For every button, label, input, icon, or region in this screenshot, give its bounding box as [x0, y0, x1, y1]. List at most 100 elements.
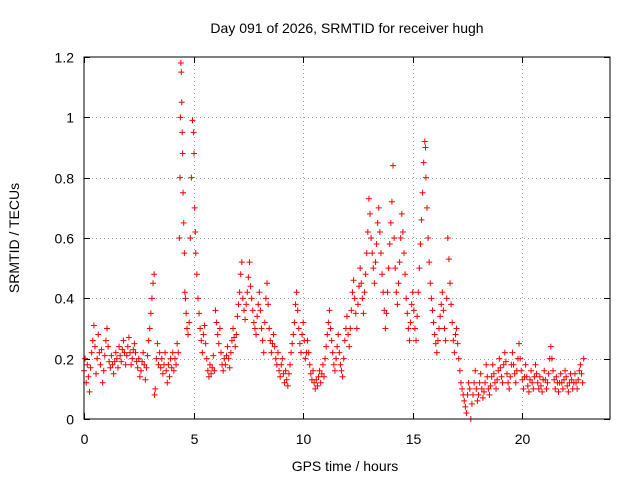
data-point	[421, 138, 428, 145]
data-point	[231, 334, 238, 341]
data-point	[475, 391, 482, 398]
data-point	[452, 331, 459, 338]
data-point	[289, 340, 296, 347]
data-point	[408, 301, 415, 308]
data-point	[312, 385, 319, 392]
y-tick-label: 1	[66, 110, 74, 126]
data-point	[444, 235, 451, 241]
data-point	[177, 114, 184, 121]
data-point	[374, 219, 381, 226]
x-tick-label: 20	[515, 431, 531, 447]
data-point	[370, 265, 377, 272]
data-point	[320, 373, 327, 380]
data-point	[470, 391, 477, 398]
data-point	[479, 394, 486, 401]
data-point	[177, 60, 184, 67]
data-point	[113, 355, 120, 362]
data-point	[575, 376, 582, 383]
data-point	[352, 310, 359, 317]
x-tick-label: 10	[296, 431, 312, 447]
data-point	[257, 307, 264, 314]
data-point	[562, 367, 569, 374]
data-point	[158, 355, 165, 362]
data-point	[472, 367, 479, 374]
data-point	[369, 250, 376, 257]
data-point	[91, 343, 98, 350]
data-point	[199, 349, 206, 356]
data-point	[168, 364, 175, 371]
data-point	[181, 289, 188, 296]
data-point	[373, 241, 380, 248]
data-point	[573, 379, 580, 386]
data-point	[375, 204, 382, 211]
data-point	[416, 265, 423, 272]
data-point	[193, 271, 200, 278]
data-point	[244, 289, 251, 296]
data-point	[184, 325, 191, 332]
data-point	[135, 355, 142, 362]
data-point	[169, 349, 176, 356]
data-point	[359, 295, 366, 302]
data-point	[98, 346, 105, 353]
data-point	[553, 373, 560, 380]
data-point	[534, 379, 541, 386]
data-point	[563, 373, 570, 380]
data-point	[330, 361, 337, 368]
data-point	[318, 370, 325, 377]
data-point	[441, 325, 448, 332]
data-point	[477, 370, 484, 377]
data-point	[447, 280, 454, 287]
data-point	[240, 307, 247, 314]
data-point	[208, 370, 215, 377]
data-point	[548, 355, 555, 362]
data-point	[290, 331, 297, 338]
data-point	[371, 280, 378, 287]
data-point	[316, 367, 323, 374]
data-point	[105, 343, 112, 350]
data-point	[222, 361, 229, 368]
data-point	[216, 325, 223, 332]
data-point	[166, 373, 173, 380]
data-point	[410, 307, 417, 314]
data-point	[198, 337, 205, 344]
data-point	[360, 310, 367, 317]
data-point	[191, 204, 198, 211]
data-point	[262, 295, 269, 302]
data-point	[179, 129, 186, 136]
data-point	[164, 379, 171, 386]
data-point	[356, 283, 363, 290]
data-point	[100, 367, 107, 374]
data-point	[450, 337, 457, 344]
data-point	[506, 385, 513, 392]
y-tick-label: 0.6	[55, 231, 75, 247]
data-point	[228, 337, 235, 344]
data-point	[536, 373, 543, 380]
data-point	[326, 307, 333, 314]
data-point	[377, 250, 384, 257]
data-point	[305, 349, 312, 356]
data-point	[496, 355, 503, 362]
data-point	[531, 373, 538, 380]
data-point	[362, 271, 369, 278]
data-point	[292, 301, 299, 308]
data-point	[490, 370, 497, 377]
grid	[84, 57, 610, 419]
data-point	[390, 162, 397, 169]
data-point	[213, 319, 220, 326]
data-point	[550, 367, 557, 374]
data-point	[403, 295, 410, 302]
data-point	[365, 195, 372, 202]
data-point	[140, 349, 147, 356]
data-point	[89, 337, 96, 344]
data-point	[336, 349, 343, 356]
data-point	[524, 382, 531, 389]
data-point	[258, 325, 265, 332]
data-point	[407, 319, 414, 326]
data-point	[580, 355, 587, 362]
data-point	[388, 198, 395, 205]
data-point	[288, 349, 295, 356]
data-points	[81, 60, 587, 422]
y-axis-label: SRMTID / TECUs	[6, 183, 22, 293]
data-point	[132, 349, 139, 356]
data-point	[122, 361, 129, 368]
